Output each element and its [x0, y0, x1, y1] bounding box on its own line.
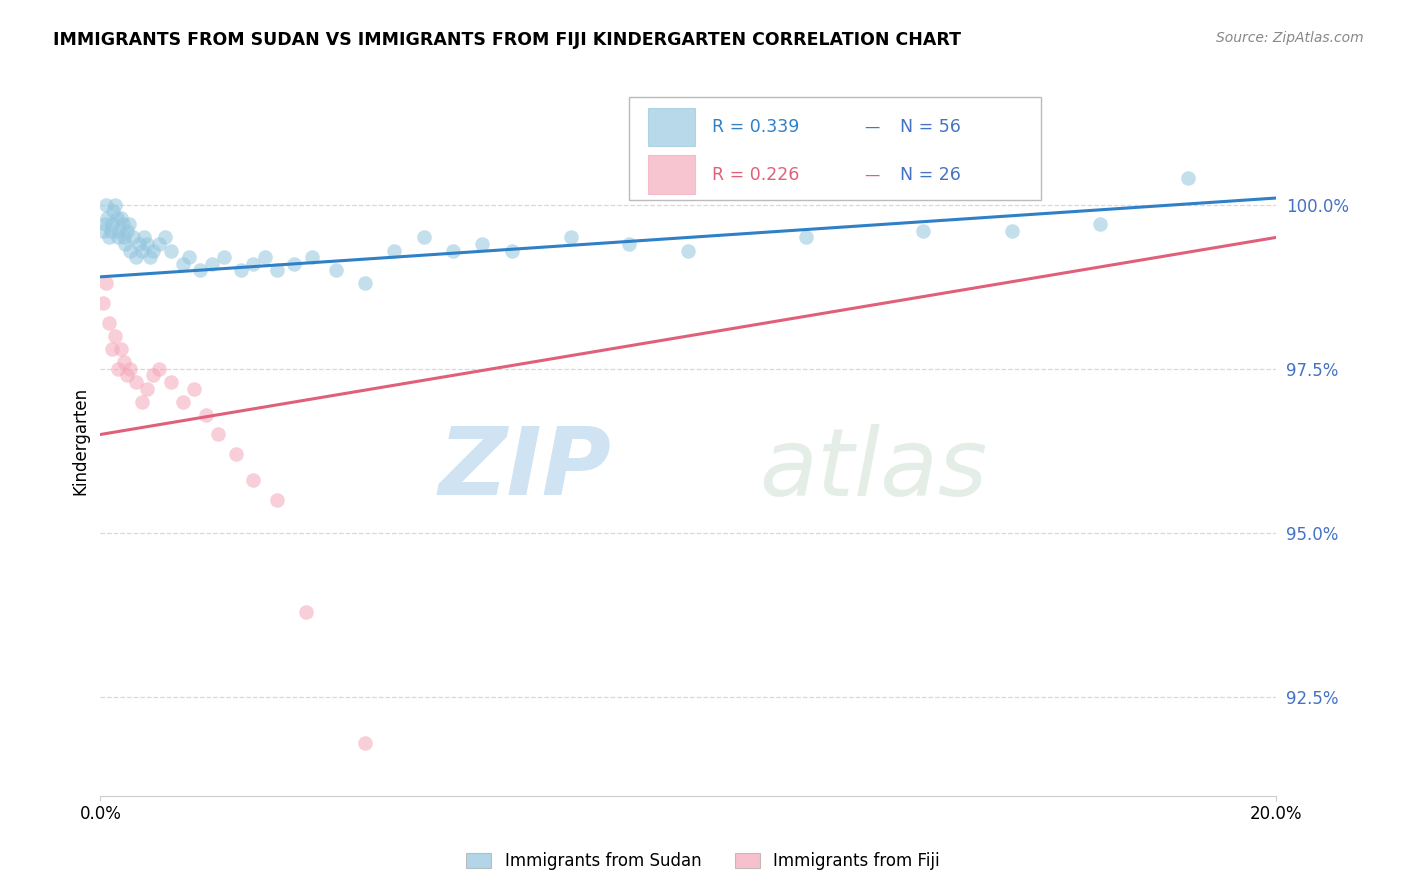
Point — [91, 224, 114, 238]
Point — [94, 217, 117, 231]
Point — [560, 230, 582, 244]
Point — [382, 244, 405, 258]
Point — [354, 736, 377, 750]
Point — [471, 237, 494, 252]
Text: IMMIGRANTS FROM SUDAN VS IMMIGRANTS FROM FIJI KINDERGARTEN CORRELATION CHART: IMMIGRANTS FROM SUDAN VS IMMIGRANTS FROM… — [53, 31, 962, 49]
Point — [501, 244, 523, 258]
Point — [115, 224, 138, 238]
Point — [104, 329, 127, 343]
Point — [139, 250, 162, 264]
Point — [794, 230, 817, 244]
Point — [212, 250, 235, 264]
Point — [134, 230, 156, 244]
Point — [177, 250, 200, 264]
Point — [107, 361, 129, 376]
Point — [242, 474, 264, 488]
Legend: Immigrants from Sudan, Immigrants from Fiji: Immigrants from Sudan, Immigrants from F… — [460, 846, 946, 877]
Point — [266, 493, 288, 508]
Point — [441, 244, 464, 258]
Text: ZIP: ZIP — [439, 424, 612, 516]
Point — [412, 230, 434, 244]
Text: —: — — [865, 168, 880, 183]
Point — [101, 342, 124, 356]
Point — [201, 257, 224, 271]
Text: atlas: atlas — [759, 424, 987, 515]
Point — [183, 382, 205, 396]
Point — [110, 211, 132, 225]
Point — [118, 244, 141, 258]
Point — [124, 375, 146, 389]
Text: R = 0.339: R = 0.339 — [711, 119, 799, 136]
Point — [188, 263, 211, 277]
Point — [1000, 224, 1022, 238]
Point — [225, 447, 247, 461]
Point — [295, 605, 318, 619]
Point — [108, 224, 131, 238]
Point — [1088, 217, 1111, 231]
Point — [153, 230, 176, 244]
Text: Source: ZipAtlas.com: Source: ZipAtlas.com — [1216, 31, 1364, 45]
Point — [121, 230, 143, 244]
Point — [619, 237, 641, 252]
Y-axis label: Kindergarten: Kindergarten — [72, 387, 89, 495]
Point — [160, 375, 183, 389]
Point — [207, 427, 229, 442]
Point — [301, 250, 323, 264]
Point — [98, 230, 121, 244]
Point — [124, 250, 146, 264]
Point — [283, 257, 305, 271]
Point — [325, 263, 347, 277]
Point — [100, 224, 122, 238]
Point — [136, 382, 159, 396]
Point — [242, 257, 264, 271]
Point — [112, 355, 135, 369]
Point — [148, 361, 170, 376]
Point — [253, 250, 276, 264]
Point — [96, 197, 118, 211]
Point — [160, 244, 183, 258]
FancyBboxPatch shape — [648, 155, 696, 194]
Point — [91, 296, 114, 310]
Point — [648, 171, 671, 186]
Point — [354, 277, 377, 291]
Point — [142, 368, 165, 383]
Point — [148, 237, 170, 252]
Point — [912, 224, 935, 238]
Text: N = 56: N = 56 — [900, 119, 960, 136]
Point — [131, 394, 153, 409]
Point — [101, 217, 124, 231]
FancyBboxPatch shape — [630, 97, 1040, 200]
Point — [131, 244, 153, 258]
Point — [195, 408, 218, 422]
FancyBboxPatch shape — [648, 108, 696, 145]
Point — [104, 197, 127, 211]
Point — [112, 230, 135, 244]
Point — [105, 211, 128, 225]
Text: —: — — [865, 120, 880, 135]
Point — [1177, 171, 1199, 186]
Point — [115, 368, 138, 383]
Point — [118, 361, 141, 376]
Point — [111, 217, 134, 231]
Point — [231, 263, 253, 277]
Text: N = 26: N = 26 — [900, 166, 960, 185]
Point — [103, 204, 125, 219]
Point — [96, 277, 118, 291]
Point — [110, 342, 132, 356]
Point — [96, 211, 118, 225]
Point — [172, 394, 194, 409]
Point — [98, 316, 121, 330]
Text: R = 0.226: R = 0.226 — [711, 166, 799, 185]
Point — [107, 230, 129, 244]
Point — [128, 237, 150, 252]
Point — [266, 263, 288, 277]
Point — [136, 237, 159, 252]
Point — [676, 244, 699, 258]
Point — [142, 244, 165, 258]
Point — [172, 257, 194, 271]
Point — [117, 217, 139, 231]
Point — [114, 237, 136, 252]
